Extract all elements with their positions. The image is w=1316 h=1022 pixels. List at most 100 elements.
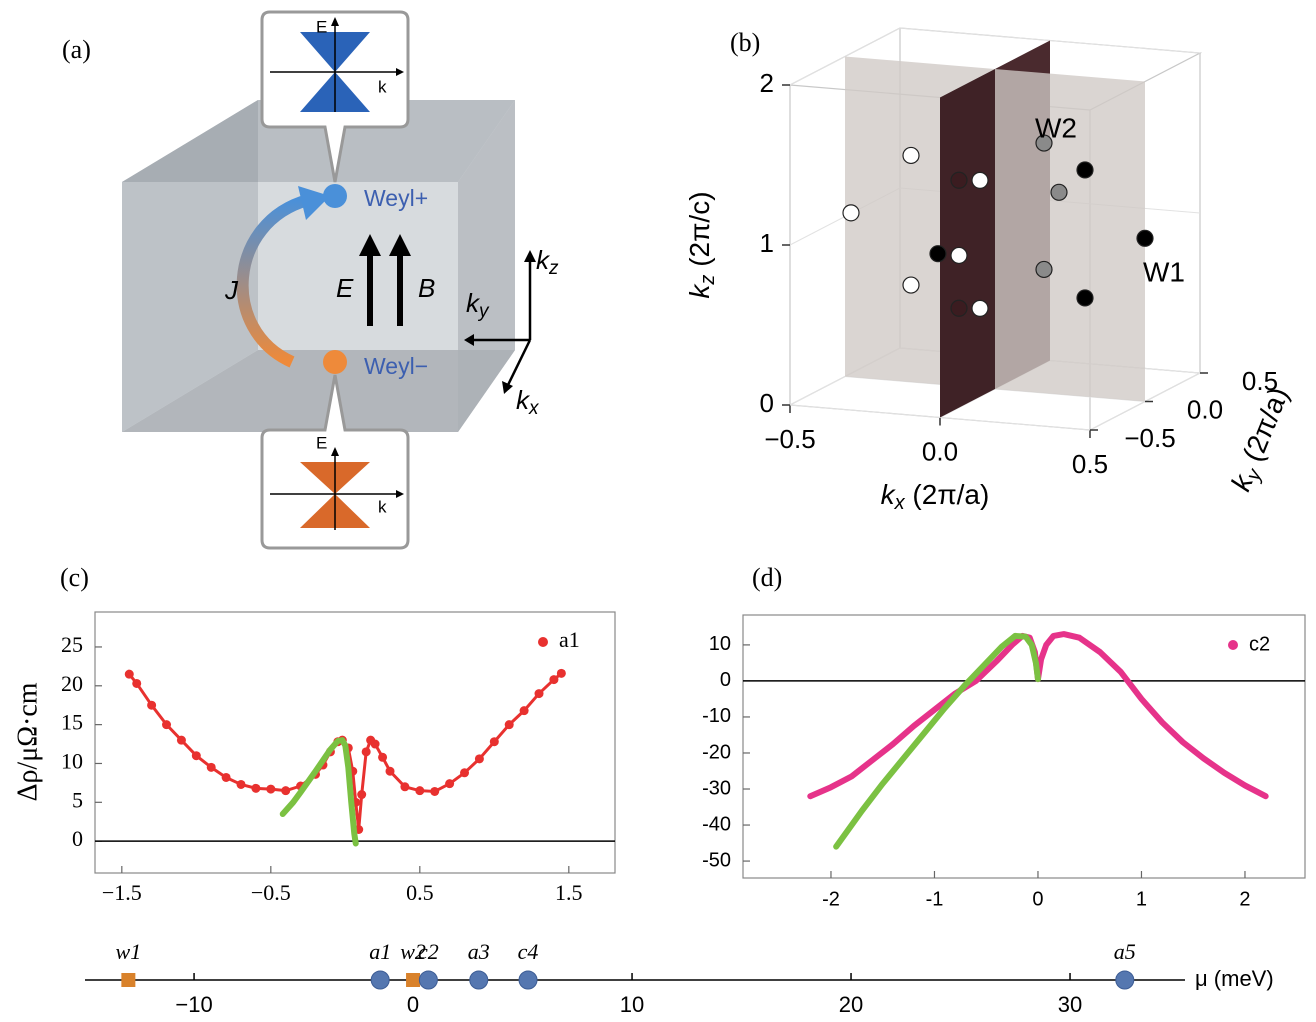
k-axes xyxy=(472,258,532,386)
x-tick-label: 20 xyxy=(839,992,863,1017)
subscript: x xyxy=(894,492,906,514)
subscript: z xyxy=(548,258,559,279)
legend-label: c2 xyxy=(1249,633,1270,655)
y-tick-label: 5 xyxy=(72,787,83,812)
y-tick-label: −0.5 xyxy=(1124,423,1175,453)
point xyxy=(902,276,920,294)
x-tick-label: −1.5 xyxy=(102,880,142,905)
point xyxy=(418,970,438,990)
plot-frame xyxy=(742,614,1306,879)
label-part: k xyxy=(516,385,531,415)
kz-label: kz xyxy=(536,245,559,279)
legend-label: a1 xyxy=(559,627,580,652)
marker xyxy=(124,669,134,679)
current-label: J xyxy=(224,275,239,305)
y-axis-label: Δρ/μΩ·cm xyxy=(12,682,43,801)
marker xyxy=(147,700,157,710)
point xyxy=(370,970,390,990)
point xyxy=(1035,260,1053,279)
axis-label: ky (2π/a) xyxy=(1225,383,1298,497)
ky-label: ky xyxy=(466,288,490,322)
point xyxy=(929,245,947,263)
label-part: (2π/a) xyxy=(1234,383,1294,473)
point-label: c4 xyxy=(518,939,539,964)
legend-marker xyxy=(538,637,548,647)
label-part: (2π/a) xyxy=(905,479,990,510)
point xyxy=(842,204,860,222)
annotation: W2 xyxy=(1035,112,1077,143)
x-tick-label: 2 xyxy=(1239,888,1250,910)
point-label: a5 xyxy=(1114,939,1136,964)
y-tick-label: 10 xyxy=(709,633,731,655)
point xyxy=(1136,229,1154,247)
y-tick-label: 0.5 xyxy=(1242,366,1278,396)
z-tick-label: 2 xyxy=(760,68,774,98)
marker xyxy=(266,784,276,794)
marker xyxy=(519,706,529,716)
x-tick-label: 1 xyxy=(1136,888,1147,910)
b-arrowhead xyxy=(389,234,411,256)
marker xyxy=(236,779,246,789)
point xyxy=(971,299,989,317)
y-tick-label: -50 xyxy=(702,849,731,871)
weyl-plus-label: Weyl+ xyxy=(364,185,428,211)
y-tick-label: 15 xyxy=(61,710,83,735)
point xyxy=(1035,134,1053,152)
legend-marker xyxy=(1228,640,1238,650)
label-part: k xyxy=(466,288,481,318)
x-tick-label: -1 xyxy=(926,888,944,910)
x-tick-label: 0.5 xyxy=(406,880,434,905)
y-tick-label: 25 xyxy=(61,632,83,657)
point xyxy=(1076,289,1094,307)
cube-right xyxy=(458,100,515,432)
subscript: y xyxy=(477,301,490,322)
current-arrowhead xyxy=(298,186,330,220)
marker xyxy=(357,790,367,800)
point xyxy=(469,970,489,990)
label-part: k xyxy=(881,479,897,510)
x-tick-label: 1.5 xyxy=(555,880,583,905)
x-tick-label: 0 xyxy=(407,992,419,1017)
marker xyxy=(556,668,566,678)
series-line xyxy=(833,632,1041,850)
inset-arrowhead xyxy=(396,490,404,498)
plane xyxy=(940,69,995,418)
marker xyxy=(385,766,395,776)
inset-arrowhead xyxy=(396,68,404,76)
marker xyxy=(281,786,291,796)
e-label: E xyxy=(336,273,354,303)
point xyxy=(950,171,968,189)
marker xyxy=(430,786,440,796)
weyl-plus-node xyxy=(323,184,347,208)
label-part: (2π/c) xyxy=(684,191,715,274)
weyl-minus-label: Weyl− xyxy=(364,353,428,379)
panel-label: (c) xyxy=(60,563,89,592)
marker xyxy=(504,720,514,730)
grid-line xyxy=(789,27,1201,86)
point xyxy=(950,246,968,265)
current-arc xyxy=(236,194,310,368)
y-tick-label: -20 xyxy=(702,741,731,763)
point-label: w2 xyxy=(400,939,426,964)
panel-strip: −10 0 10 20 30 μ (meV) w1 w2 a1 c2 a3 c4 a5 xyxy=(85,939,1274,1017)
cube-left xyxy=(122,100,258,432)
z-tick-label: 0 xyxy=(760,388,774,418)
panel-label: (a) xyxy=(62,35,91,64)
z-tick-label: 1 xyxy=(760,228,774,258)
marker xyxy=(460,768,470,778)
point xyxy=(518,970,538,990)
y-tick-label: 0 xyxy=(720,669,731,691)
point-label: c2 xyxy=(418,939,439,964)
marker xyxy=(400,782,410,792)
point xyxy=(406,973,421,987)
x-tick-label: 30 xyxy=(1058,992,1082,1017)
marker xyxy=(361,747,371,757)
marker xyxy=(251,783,261,793)
cube-bottom xyxy=(122,350,515,432)
point xyxy=(121,973,136,987)
series-line xyxy=(807,631,1269,800)
ky-arrowhead xyxy=(464,334,474,346)
subscript: x xyxy=(528,398,540,419)
axis-label: kx (2π/a) xyxy=(881,479,990,514)
